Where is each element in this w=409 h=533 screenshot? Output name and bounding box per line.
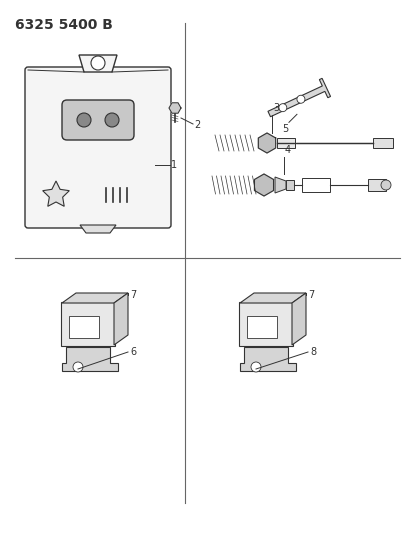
- Polygon shape: [258, 133, 275, 153]
- Polygon shape: [80, 225, 116, 233]
- Polygon shape: [274, 177, 285, 193]
- Circle shape: [91, 56, 105, 70]
- Polygon shape: [254, 174, 273, 196]
- Circle shape: [73, 362, 83, 372]
- Circle shape: [250, 362, 261, 372]
- Text: 4: 4: [284, 145, 290, 155]
- Circle shape: [105, 113, 119, 127]
- Polygon shape: [79, 55, 117, 72]
- FancyBboxPatch shape: [372, 138, 392, 148]
- Text: 5: 5: [281, 124, 287, 134]
- Circle shape: [278, 104, 286, 112]
- Polygon shape: [43, 181, 69, 206]
- Polygon shape: [169, 103, 180, 113]
- FancyBboxPatch shape: [285, 180, 293, 190]
- FancyBboxPatch shape: [25, 67, 171, 228]
- FancyBboxPatch shape: [276, 138, 294, 148]
- Circle shape: [296, 95, 304, 103]
- Text: 7: 7: [130, 290, 136, 300]
- Polygon shape: [62, 293, 128, 303]
- Circle shape: [380, 180, 390, 190]
- Polygon shape: [291, 293, 305, 345]
- FancyBboxPatch shape: [69, 316, 99, 338]
- Text: 8: 8: [309, 347, 315, 357]
- Circle shape: [77, 113, 91, 127]
- Polygon shape: [239, 293, 305, 303]
- FancyBboxPatch shape: [61, 302, 115, 346]
- Polygon shape: [114, 293, 128, 345]
- Text: 1: 1: [171, 160, 177, 170]
- FancyBboxPatch shape: [246, 316, 276, 338]
- Text: 3: 3: [272, 103, 279, 113]
- FancyBboxPatch shape: [238, 302, 292, 346]
- Polygon shape: [239, 347, 295, 371]
- Text: 7: 7: [307, 290, 313, 300]
- FancyBboxPatch shape: [301, 178, 329, 192]
- Polygon shape: [267, 78, 330, 117]
- Text: 2: 2: [193, 120, 200, 130]
- Text: 6325 5400 B: 6325 5400 B: [15, 18, 112, 32]
- FancyBboxPatch shape: [367, 179, 385, 191]
- Text: 6: 6: [130, 347, 136, 357]
- Polygon shape: [62, 347, 118, 371]
- FancyBboxPatch shape: [62, 100, 134, 140]
